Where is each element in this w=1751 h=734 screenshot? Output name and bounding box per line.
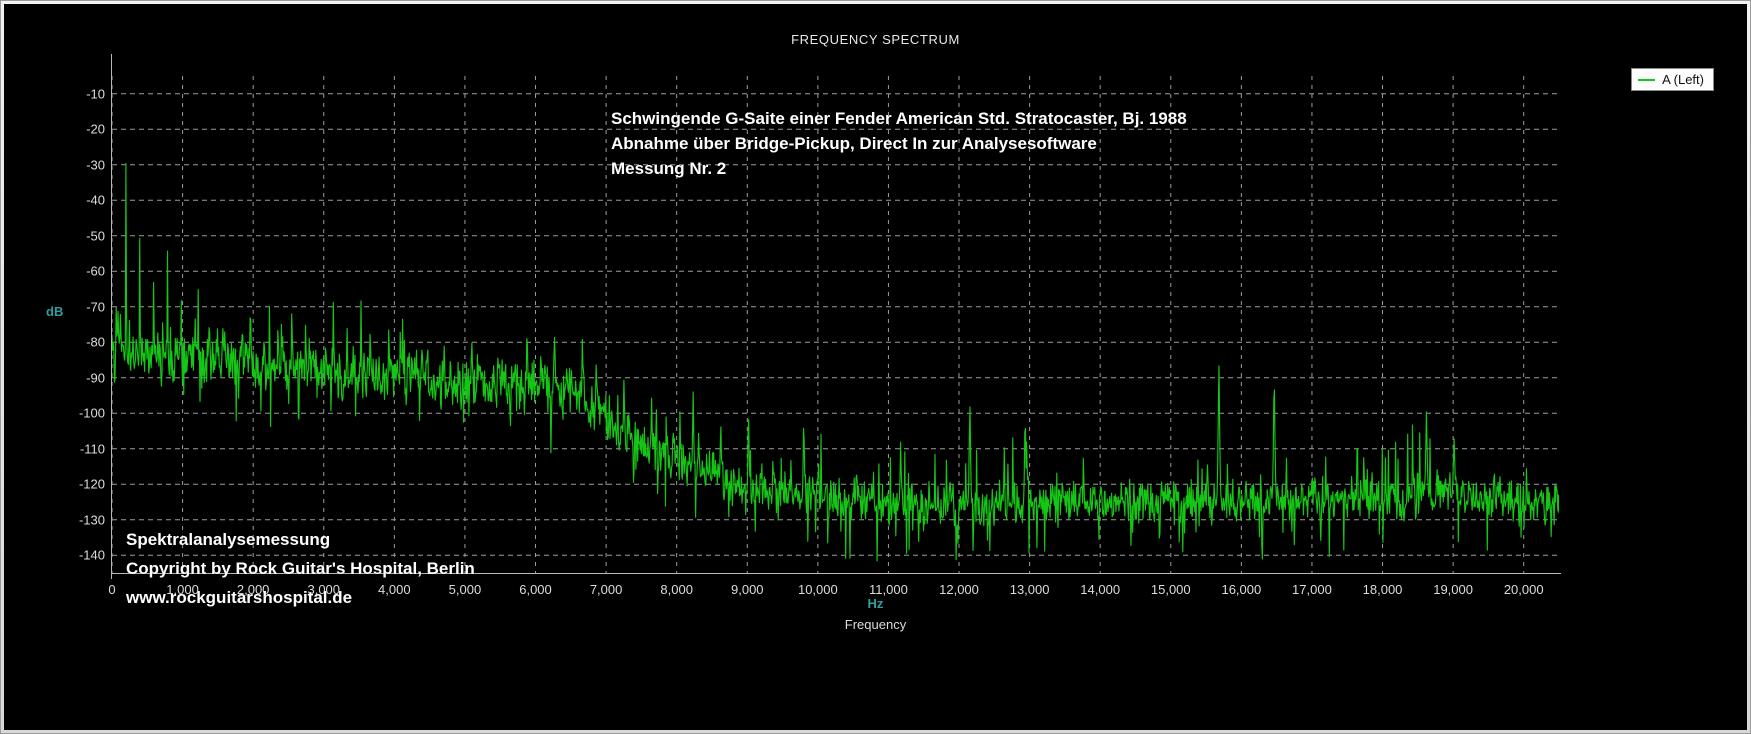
x-tick-label: 19,000 [1433, 582, 1473, 597]
annotation-credit-line-1: Spektralanalysemessung [126, 530, 331, 549]
y-tick-label: -130 [78, 512, 105, 528]
x-tick-label: 6,000 [519, 582, 552, 597]
x-tick-label: 5,000 [448, 582, 482, 597]
annotation-measurement-line-1: Schwingende G-Saite einer Fender America… [611, 109, 1187, 128]
y-tick-label: -50 [86, 228, 105, 244]
x-tick-label: 4,000 [378, 582, 411, 597]
x-tick-label: 16,000 [1221, 582, 1262, 597]
legend-label-a-left: A (Left) [1662, 72, 1704, 87]
legend-swatch-a-left [1638, 78, 1656, 81]
grid-layer [112, 76, 1559, 573]
x-tick-label: 2,000 [236, 582, 270, 597]
legend[interactable]: A (Left) [1631, 68, 1714, 91]
annotation-measurement-line-3: Messung Nr. 2 [611, 159, 727, 178]
x-tick-label: 0 [108, 582, 116, 597]
x-tick-label: 14,000 [1080, 582, 1121, 597]
y-tick-label: -30 [86, 157, 105, 173]
annotation-credit-line-3: www.rockguitarshospital.de [126, 588, 353, 607]
x-tick-label: 7,000 [589, 582, 623, 597]
x-axis-title: Frequency [844, 617, 907, 632]
x-tick-label: 17,000 [1292, 582, 1332, 597]
annotation-credit-line-2: Copyright by Rock Guitar's Hospital, Ber… [126, 559, 475, 578]
x-tick-label: 15,000 [1150, 582, 1191, 597]
spectrum-trace [112, 162, 1559, 562]
y-tick-label: -40 [86, 192, 105, 208]
x-tick-label: 13,000 [1009, 582, 1050, 597]
y-tick-label: -20 [86, 121, 105, 137]
chart-canvas: FREQUENCY SPECTRUM -10 -20 -30 -40 -50 -60 -70… [4, 4, 1747, 730]
x-axis-line [112, 573, 1561, 574]
x-tick-label: 10,000 [797, 582, 838, 597]
y-axis-tick-labels: -10 -20 -30 -40 -50 -60 -70 -80 -90 -100 -110 -120 -… [4, 4, 105, 730]
plot-area [112, 76, 1559, 573]
annotation-credit: Spektralanalysemessung Copyright by Rock… [126, 525, 475, 612]
y-tick-label: -90 [86, 370, 105, 386]
page-title: FREQUENCY SPECTRUM [791, 32, 960, 47]
y-tick-label: -10 [86, 86, 105, 102]
x-tick-label: 20,000 [1503, 582, 1544, 597]
y-tick-label: -70 [86, 299, 105, 315]
y-axis-title: dB [46, 304, 64, 319]
y-tick-label: -110 [79, 441, 105, 457]
y-tick-label: -140 [78, 547, 105, 563]
annotation-measurement: Schwingende G-Saite einer Fender America… [611, 106, 1187, 181]
y-tick-label: -60 [86, 263, 105, 279]
x-tick-label: 9,000 [730, 582, 764, 597]
y-axis-line [111, 54, 112, 579]
y-tick-label: -100 [78, 405, 105, 421]
x-tick-label: 8,000 [660, 582, 693, 597]
annotation-measurement-line-2: Abnahme über Bridge-Pickup, Direct In zu… [611, 134, 1097, 153]
x-tick-label: 11,000 [869, 582, 908, 597]
y-tick-label: -80 [86, 334, 105, 350]
x-tick-label: 3,000 [307, 582, 341, 597]
x-tick-label: 12,000 [939, 582, 979, 597]
y-tick-label: -120 [78, 476, 105, 492]
x-tick-label: 1,000 [166, 582, 199, 597]
x-axis-unit: Hz [867, 596, 884, 611]
x-tick-label: 18,000 [1362, 582, 1403, 597]
